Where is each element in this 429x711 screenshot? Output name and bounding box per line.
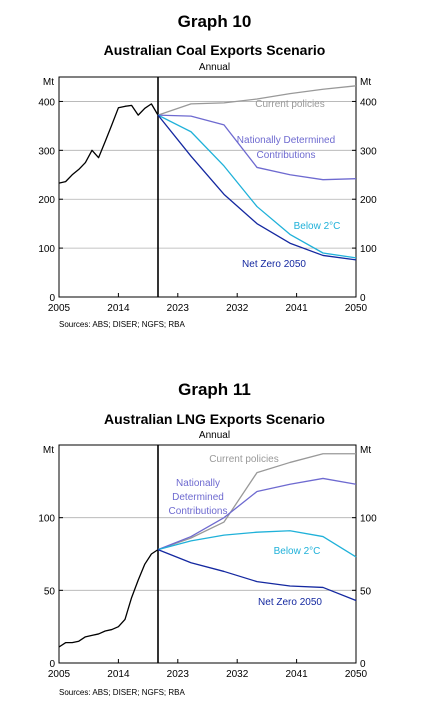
y-unit-right: Mt: [360, 445, 371, 456]
y-unit-right: Mt: [360, 77, 371, 88]
tick-labels: 0 0 50 50 100 100 2005 2014 2023 2032 2041 2050: [38, 514, 377, 680]
y-tick-label-right: 0: [360, 659, 366, 670]
chart-title: Australian Coal Exports Scenario: [103, 42, 326, 58]
chart-title: Australian LNG Exports Scenario: [104, 411, 325, 427]
chart-subtitle: Annual: [198, 62, 231, 73]
y-tick-label-left: 0: [49, 659, 55, 670]
graph-label: Graph 11: [178, 380, 251, 399]
sources-note: Sources: ABS; DISER; NGFS; RBA: [59, 320, 185, 329]
series-line-current-policies: [157, 453, 356, 551]
series-line-nationally-determined-contributions: [157, 477, 357, 551]
y-tick-label-left: 400: [38, 97, 55, 108]
grid: [59, 517, 356, 591]
graph-label: Graph 10: [177, 12, 252, 31]
y-tick-label-left: 100: [38, 514, 55, 525]
annotation-current-policies: Current policies: [255, 99, 324, 110]
annotation-below-2c: Below 2°C: [274, 546, 321, 557]
y-tick-label-right: 50: [360, 586, 372, 597]
annotation-below-2c: Below 2°C: [294, 221, 341, 232]
series-line-net-zero-2050: [157, 114, 357, 261]
y-tick-label-right: 0: [360, 293, 366, 304]
series-line-current-policies: [157, 85, 357, 116]
plot-frame: [58, 76, 357, 298]
series-line-below-2-c: [157, 530, 357, 558]
annotation-current-policies: Current policies: [209, 454, 278, 465]
annotation-ndc-line1: Nationally Determined: [237, 135, 335, 146]
x-tick-label: 2014: [107, 669, 130, 680]
annotation-ndc-line2: Determined: [172, 492, 224, 503]
y-unit-left: Mt: [43, 445, 54, 456]
annotation-ndc-line1: Nationally: [176, 478, 220, 489]
x-tick-label: 2041: [285, 303, 308, 314]
x-tick-label: 2050: [345, 303, 368, 314]
x-tick-label: 2005: [48, 669, 71, 680]
y-tick-label-left: 100: [38, 244, 55, 255]
coal-exports-chart: 0 0 100 100 200 200 300 300 400 400 2005 2014 2023 20…: [38, 76, 377, 314]
y-tick-label-left: 300: [38, 146, 55, 157]
annotation-net-zero-2050: Net Zero 2050: [242, 259, 306, 270]
plot-border: [58, 76, 357, 298]
x-tick-label: 2023: [167, 303, 190, 314]
annotation-net-zero-2050: Net Zero 2050: [258, 597, 322, 608]
tick-labels: 0 0 100 100 200 200 300 300 400 400 2005 2014 2023 20…: [38, 97, 377, 314]
y-tick-label-right: 400: [360, 97, 377, 108]
sources-note: Sources: ABS; DISER; NGFS; RBA: [59, 688, 185, 697]
y-tick-label-right: 200: [360, 195, 377, 206]
y-tick-label-left: 200: [38, 195, 55, 206]
annotation-ndc-line2: Contributions: [257, 150, 316, 161]
y-unit-left: Mt: [43, 77, 54, 88]
y-tick-label-right: 100: [360, 244, 377, 255]
series-layer: [58, 85, 357, 261]
annotation-ndc-line3: Contributions: [169, 506, 228, 517]
series-layer: [58, 453, 357, 648]
chart-subtitle: Annual: [198, 430, 231, 441]
y-tick-label-right: 300: [360, 146, 377, 157]
series-line-nationally-determined-contributions: [157, 114, 357, 181]
x-tick-label: 2014: [107, 303, 130, 314]
series-line-below-2-c: [157, 114, 357, 259]
y-tick-label-left: 0: [49, 293, 55, 304]
x-tick-label: 2005: [48, 303, 71, 314]
x-tick-label: 2032: [226, 669, 249, 680]
plot-frame: [58, 444, 357, 664]
x-tick-label: 2050: [345, 669, 368, 680]
plot-border: [58, 444, 357, 664]
y-tick-label-right: 100: [360, 514, 377, 525]
series-line-historical: [58, 103, 159, 184]
y-tick-label-left: 50: [44, 586, 56, 597]
x-tick-label: 2041: [285, 669, 308, 680]
grid: [59, 101, 356, 249]
x-tick-label: 2032: [226, 303, 249, 314]
x-tick-label: 2023: [167, 669, 190, 680]
series-line-net-zero-2050: [157, 549, 357, 602]
series-line-historical: [58, 549, 159, 648]
